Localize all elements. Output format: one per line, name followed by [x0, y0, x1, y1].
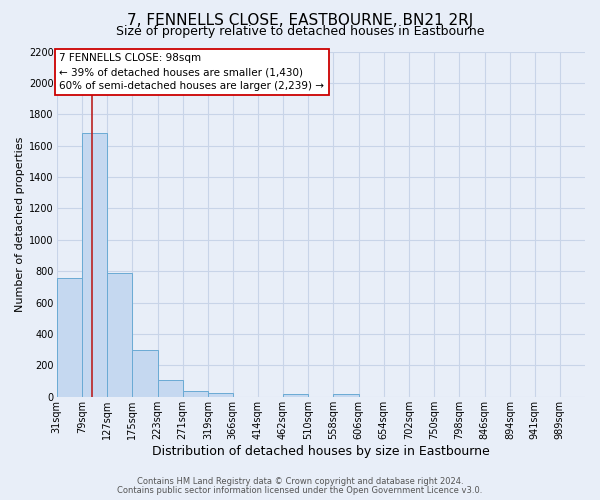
Text: Size of property relative to detached houses in Eastbourne: Size of property relative to detached ho…: [116, 25, 484, 38]
Bar: [56, 278, 82, 397]
Bar: [133, 350, 158, 397]
Bar: [183, 392, 208, 397]
Y-axis label: Number of detached properties: Number of detached properties: [15, 136, 25, 312]
Text: Contains HM Land Registry data © Crown copyright and database right 2024.: Contains HM Land Registry data © Crown c…: [137, 477, 463, 486]
X-axis label: Distribution of detached houses by size in Eastbourne: Distribution of detached houses by size …: [152, 444, 490, 458]
Bar: [158, 380, 183, 397]
Text: 7 FENNELLS CLOSE: 98sqm
← 39% of detached houses are smaller (1,430)
60% of semi: 7 FENNELLS CLOSE: 98sqm ← 39% of detache…: [59, 53, 325, 91]
Bar: [107, 273, 133, 397]
Bar: [208, 393, 233, 397]
Bar: [283, 394, 308, 397]
Text: 7, FENNELLS CLOSE, EASTBOURNE, BN21 2RJ: 7, FENNELLS CLOSE, EASTBOURNE, BN21 2RJ: [127, 12, 473, 28]
Bar: [82, 133, 107, 397]
Bar: [334, 394, 359, 397]
Text: Contains public sector information licensed under the Open Government Licence v3: Contains public sector information licen…: [118, 486, 482, 495]
